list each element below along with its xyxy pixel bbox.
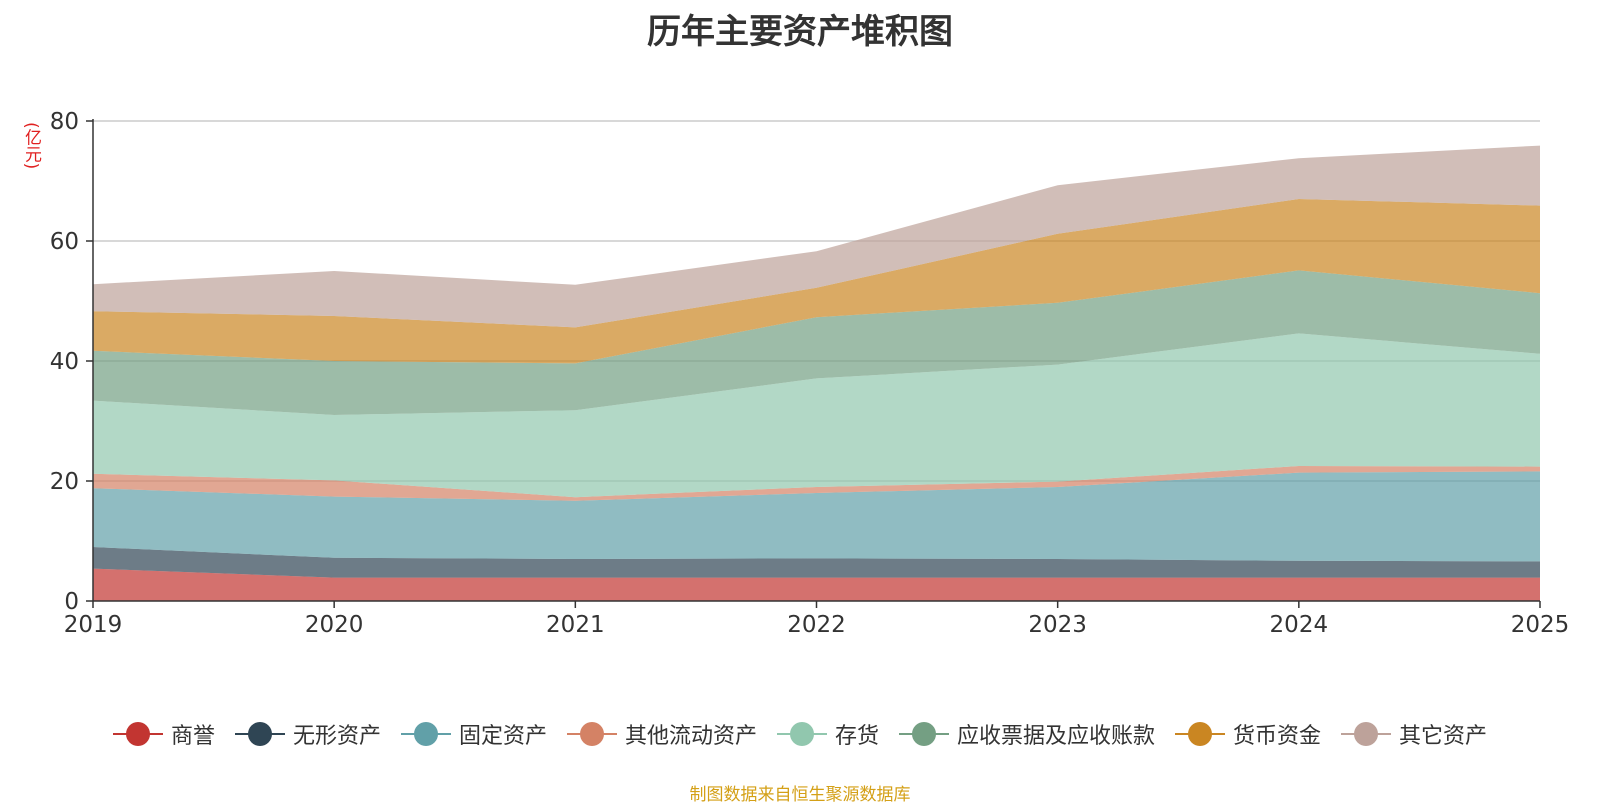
area-series-2[interactable] — [93, 471, 1540, 562]
x-tick-label: 2022 — [787, 612, 846, 638]
legend-label: 无形资产 — [292, 724, 381, 749]
legend-label: 存货 — [835, 724, 880, 749]
y-tick-label: 60 — [50, 229, 79, 255]
legend-item-6[interactable]: 货币资金 — [1175, 718, 1321, 750]
legend-swatch-icon — [899, 721, 950, 747]
legend-item-4[interactable]: 存货 — [777, 718, 879, 750]
legend-swatch-icon — [1341, 721, 1392, 747]
y-tick-label: 80 — [50, 109, 79, 135]
legend-swatch-icon — [112, 721, 163, 747]
y-axis-unit-label: (亿元) — [21, 122, 41, 170]
legend-label: 固定资产 — [458, 724, 547, 749]
data-source-note: 制图数据来自恒生聚源数据库 — [689, 785, 911, 805]
x-tick-label: 2025 — [1511, 612, 1570, 638]
x-tick-label: 2023 — [1028, 612, 1087, 638]
legend-item-1[interactable]: 无形资产 — [234, 718, 381, 750]
area-series-6[interactable] — [93, 199, 1540, 364]
area-series-1[interactable] — [93, 547, 1540, 578]
area-series-0[interactable] — [93, 568, 1540, 601]
chart-title: 历年主要资产堆积图 — [647, 12, 953, 52]
y-tick-label: 0 — [64, 589, 79, 615]
area-series-7[interactable] — [93, 145, 1540, 328]
legend-swatch-icon — [566, 721, 617, 747]
legend-label: 其他流动资产 — [624, 724, 757, 749]
area-series-3[interactable] — [93, 466, 1540, 501]
legend-swatch-icon — [400, 721, 451, 747]
legend-item-5[interactable]: 应收票据及应收账款 — [899, 718, 1155, 750]
area-series-5[interactable] — [93, 270, 1540, 415]
legend-item-3[interactable]: 其他流动资产 — [566, 718, 757, 750]
legend-swatch-icon — [777, 721, 827, 747]
legend-label: 应收票据及应收账款 — [957, 724, 1156, 749]
legend-item-7[interactable]: 其它资产 — [1341, 718, 1487, 750]
area-series-4[interactable] — [93, 333, 1540, 498]
legend-swatch-icon — [1175, 721, 1226, 747]
chart-legend: 商誉 无形资产 固定资产 其他流动资产 存货 应收票据及应收账款 货币资金 其它资产 — [0, 718, 1600, 750]
x-tick-label: 2021 — [546, 612, 605, 638]
y-tick-label: 20 — [50, 469, 79, 495]
x-tick-label: 2020 — [305, 612, 364, 638]
legend-item-0[interactable]: 商誉 — [112, 718, 215, 750]
legend-label: 其它资产 — [1399, 724, 1488, 749]
legend-label: 货币资金 — [1233, 724, 1322, 749]
y-tick-label: 40 — [50, 349, 79, 375]
legend-label: 商誉 — [170, 724, 215, 749]
legend-item-2[interactable]: 固定资产 — [400, 718, 547, 750]
x-tick-label: 2024 — [1270, 612, 1329, 638]
x-tick-label: 2019 — [64, 612, 123, 638]
legend-swatch-icon — [234, 721, 285, 747]
